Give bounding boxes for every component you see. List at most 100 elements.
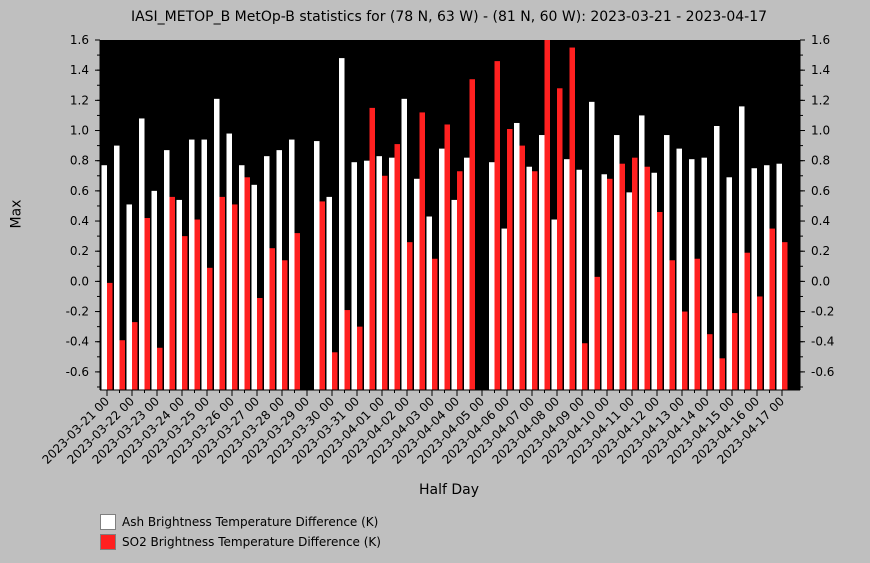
so2-bar-1 <box>119 340 125 390</box>
y-tick-label-left-9: 1.2 <box>70 93 89 107</box>
chart-title: IASI_METOP_B MetOp-B statistics for (78 … <box>130 9 768 25</box>
so2-bar-6 <box>182 236 188 390</box>
y-tick-label-left-7: 0.8 <box>70 154 89 168</box>
so2-bar-3 <box>144 218 150 390</box>
ash-bar-52 <box>751 168 757 390</box>
ash-bar-33 <box>514 122 520 391</box>
so2-bar-4 <box>157 347 163 390</box>
ash-bar-34 <box>526 166 532 390</box>
ash-bar-32 <box>501 228 507 390</box>
legend-label-ash: Ash Brightness Temperature Difference (K… <box>122 515 379 529</box>
so2-bar-50 <box>732 313 738 390</box>
y-tick-label-left-5: 0.4 <box>70 214 89 228</box>
x-axis-label: Half Day <box>418 482 480 498</box>
so2-bar-19 <box>344 310 350 390</box>
y-tick-label-left-10: 1.4 <box>70 63 89 77</box>
so2-bar-54 <box>782 242 788 390</box>
legend-label-so2: SO2 Brightness Temperature Difference (K… <box>122 535 381 549</box>
so2-bar-22 <box>382 175 388 390</box>
so2-bar-7 <box>194 219 200 390</box>
so2-bar-0 <box>107 282 113 390</box>
y-tick-label-left-3: 0.0 <box>70 274 89 288</box>
ash-bar-17 <box>314 141 320 390</box>
so2-bar-45 <box>669 260 675 390</box>
ash-bar-40 <box>601 174 607 390</box>
so2-bar-47 <box>694 258 700 390</box>
y-tick-label-right-3: 0.0 <box>811 274 830 288</box>
ash-bar-19 <box>339 58 345 390</box>
so2-bar-39 <box>594 276 600 390</box>
ash-bar-5 <box>164 150 170 390</box>
ash-bar-18 <box>326 196 332 390</box>
ash-bar-44 <box>651 172 657 390</box>
ash-bar-20 <box>351 162 357 390</box>
ash-bar-41 <box>614 135 620 390</box>
so2-bar-25 <box>419 112 425 391</box>
so2-bar-33 <box>519 145 525 390</box>
so2-bar-31 <box>494 61 500 390</box>
y-tick-label-left-4: 0.2 <box>70 244 89 258</box>
y-tick-label-left-1: -0.4 <box>66 335 89 349</box>
ash-bar-9 <box>214 98 220 390</box>
so2-bar-2 <box>132 322 138 390</box>
ash-bar-11 <box>239 165 245 390</box>
ash-bar-42 <box>626 192 632 390</box>
ash-bar-6 <box>176 199 182 390</box>
ash-bar-7 <box>189 139 195 390</box>
y-tick-label-right-4: 0.2 <box>811 244 830 258</box>
ash-bar-24 <box>401 98 407 390</box>
y-tick-label-left-11: 1.6 <box>70 33 89 47</box>
ash-bar-35 <box>539 135 545 390</box>
so2-bar-18 <box>332 352 338 390</box>
so2-bar-13 <box>269 248 275 390</box>
ash-bar-21 <box>364 160 370 390</box>
ash-bar-47 <box>689 159 695 390</box>
so2-bar-51 <box>744 252 750 390</box>
ash-bar-26 <box>426 216 432 390</box>
y-tick-label-right-2: -0.2 <box>811 305 834 319</box>
y-tick-label-right-8: 1.0 <box>811 124 830 138</box>
ash-bar-53 <box>764 165 770 390</box>
legend-swatch-so2 <box>100 534 116 550</box>
y-tick-label-right-9: 1.2 <box>811 93 830 107</box>
so2-bar-21 <box>369 107 375 390</box>
ash-bar-2 <box>126 204 132 390</box>
ash-bar-49 <box>714 125 720 390</box>
ash-bar-31 <box>489 162 495 390</box>
so2-bar-48 <box>707 334 713 390</box>
ash-bar-28 <box>451 199 457 390</box>
ash-bar-4 <box>151 190 157 390</box>
y-tick-label-right-10: 1.4 <box>811 63 830 77</box>
so2-bar-15 <box>294 233 300 390</box>
ash-bar-37 <box>564 159 570 390</box>
legend-item-ash: Ash Brightness Temperature Difference (K… <box>100 512 381 532</box>
legend-item-so2: SO2 Brightness Temperature Difference (K… <box>100 532 381 552</box>
so2-bar-12 <box>257 297 263 390</box>
ash-bar-46 <box>676 148 682 390</box>
so2-bar-42 <box>632 157 638 390</box>
so2-bar-11 <box>244 177 250 390</box>
ash-bar-3 <box>139 118 145 390</box>
ash-bar-29 <box>464 157 470 390</box>
legend: Ash Brightness Temperature Difference (K… <box>100 512 381 552</box>
y-tick-label-right-5: 0.4 <box>811 214 830 228</box>
so2-bar-23 <box>394 144 400 390</box>
ash-bar-23 <box>389 157 395 390</box>
so2-bar-10 <box>232 204 238 390</box>
ash-bar-50 <box>726 177 732 390</box>
so2-bar-35 <box>544 40 550 390</box>
ash-bar-54 <box>776 163 782 390</box>
so2-bar-26 <box>432 258 438 390</box>
y-tick-label-right-0: -0.6 <box>811 365 834 379</box>
y-tick-label-left-6: 0.6 <box>70 184 89 198</box>
y-tick-label-right-11: 1.6 <box>811 33 830 47</box>
ash-bar-48 <box>701 157 707 390</box>
so2-bar-8 <box>207 267 213 390</box>
ash-bar-43 <box>639 115 645 391</box>
ash-bar-27 <box>439 148 445 390</box>
ash-bar-0 <box>101 165 107 390</box>
ash-bar-1 <box>114 145 120 390</box>
so2-bar-37 <box>569 47 575 391</box>
so2-bar-38 <box>582 343 588 390</box>
so2-bar-46 <box>682 311 688 390</box>
